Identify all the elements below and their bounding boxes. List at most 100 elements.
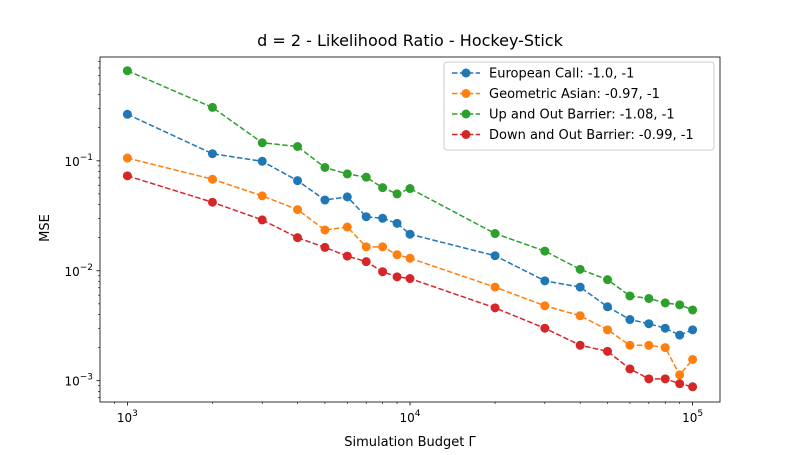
data-point [688,382,698,392]
data-point [378,242,388,252]
data-point [490,303,500,313]
x-tick-label: 103 [117,409,138,425]
data-point [675,379,685,389]
data-point [207,197,217,207]
data-point [603,302,613,312]
data-point [675,370,685,380]
data-point [603,275,613,285]
data-point [361,212,371,222]
data-point [625,315,635,325]
legend: European Call: -1.0, -1 Geometric Asian: … [443,61,715,151]
legend-marker [461,89,471,98]
axes: 103 104 105 10−3 10−2 10−1 [64,56,721,425]
x-axis-label: Simulation Budget Γ [344,435,476,450]
data-point [320,195,330,205]
data-point [122,109,132,119]
data-point [644,374,654,384]
data-point [575,340,585,350]
data-point [405,253,415,263]
data-point [293,142,303,151]
data-point [342,169,352,179]
data-point [688,305,698,315]
data-point [660,343,670,353]
data-point [378,213,388,223]
data-point [575,282,585,292]
data-point [378,267,388,277]
data-point [342,222,352,232]
data-point [257,138,267,148]
data-point [625,291,635,301]
y-tick-label: 10−3 [64,373,93,389]
data-point [207,174,217,184]
data-point [688,354,698,364]
data-point [361,242,371,252]
data-point [392,250,402,260]
data-point [660,374,670,384]
data-point [660,298,670,308]
data-point [540,246,550,256]
data-point [257,156,267,166]
y-axis-label: MSE [38,214,53,242]
data-point [675,300,685,310]
data-point [490,229,500,239]
data-point [342,251,352,261]
data-point [644,319,654,329]
data-point [490,282,500,292]
data-point [392,189,402,199]
data-point [688,325,698,335]
y-tick-label: 10−1 [64,153,93,169]
y-tick-label: 10−2 [64,263,93,279]
data-point [122,66,132,76]
x-tick-label: 104 [399,409,420,425]
data-point [293,176,303,186]
data-point [320,225,330,235]
data-point [603,325,613,335]
chart-title: d = 2 - Likelihood Ratio - Hockey-Stick [257,31,563,50]
legend-label: Geometric Asian: -0.97, -1 [489,87,660,102]
x-tick-label: 105 [682,409,703,425]
data-point [122,153,132,163]
data-point [293,205,303,215]
legend-marker [461,130,471,139]
data-point [625,340,635,350]
data-point [320,162,330,172]
data-point [122,171,132,181]
data-point [405,274,415,284]
data-point [378,183,388,193]
legend-label: Up and Out Barrier: -1.08, -1 [489,108,675,123]
plot-area [122,66,698,392]
axes-frame [99,56,721,403]
data-point [603,346,613,356]
data-point [405,184,415,194]
data-point [207,102,217,112]
data-point [490,251,500,261]
data-point [257,191,267,201]
data-point [392,272,402,282]
legend-box [443,61,715,151]
data-point [644,293,654,303]
legend-label: Down and Out Barrier: -0.99, -1 [489,128,694,143]
data-point [293,233,303,243]
data-point [540,323,550,333]
data-point [644,340,654,350]
data-point [392,218,402,228]
data-point [575,264,585,274]
data-point [361,257,371,267]
data-point [575,311,585,321]
data-point [405,229,415,239]
data-point [540,276,550,286]
data-point [540,301,550,311]
data-point [675,330,685,340]
data-point [320,242,330,252]
data-point [207,149,217,159]
data-point [342,192,352,202]
legend-marker [461,68,471,78]
legend-label: European Call: -1.0, -1 [489,67,634,82]
data-point [257,215,267,225]
data-point [625,364,635,374]
data-point [660,323,670,333]
data-point [361,172,371,182]
legend-marker [461,109,471,119]
